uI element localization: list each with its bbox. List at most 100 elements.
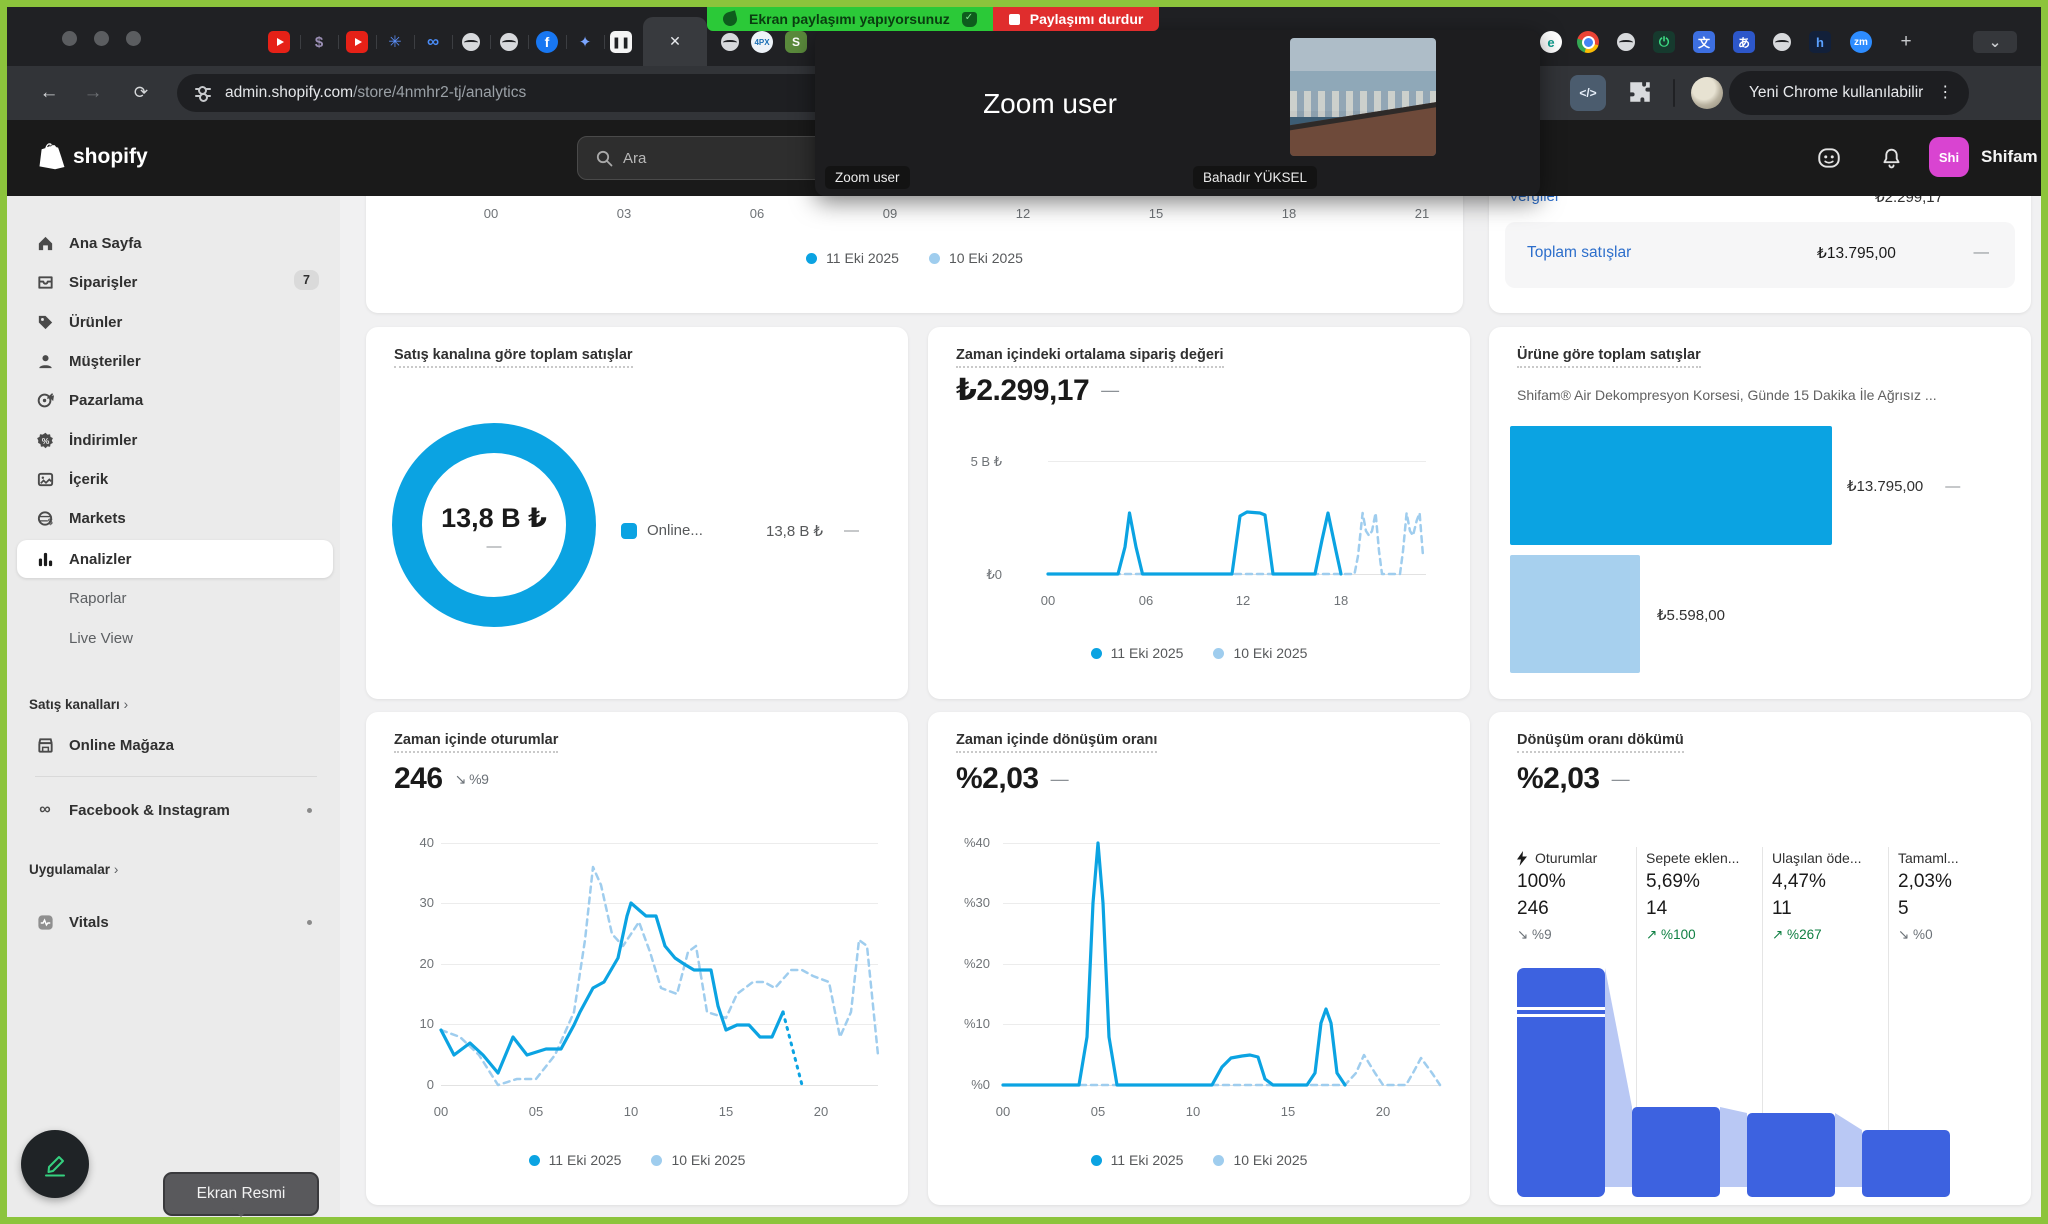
- forward-button[interactable]: →: [79, 79, 107, 107]
- sidebar-item-reports[interactable]: Raporlar: [69, 590, 127, 607]
- y-tick: %20: [948, 956, 990, 971]
- sessions-value: 246: [394, 762, 443, 796]
- self-name-label: Zoom user: [825, 166, 910, 189]
- x-tick: 10: [1186, 1104, 1200, 1119]
- aov-metric: ₺2.299,17 —: [956, 373, 1119, 408]
- tab-globe-icon[interactable]: [1771, 31, 1793, 53]
- notifications-bell-icon[interactable]: [1877, 144, 1905, 172]
- sidebar-item-products[interactable]: Ürünler: [17, 303, 333, 341]
- extensions-puzzle-icon[interactable]: [1627, 79, 1653, 110]
- product-bar-current[interactable]: [1510, 426, 1832, 545]
- window-minimize-button[interactable]: [94, 31, 109, 46]
- new-tab-button[interactable]: +: [1895, 31, 1917, 53]
- meta-icon: ∞: [35, 800, 55, 820]
- account-menu[interactable]: Shi Shifam: [1929, 137, 2038, 177]
- tab-translate-icon[interactable]: 文: [1693, 31, 1715, 53]
- sidebar-item-discounts[interactable]: % İndirimler: [17, 421, 333, 459]
- participant-video-thumbnail[interactable]: [1290, 38, 1436, 156]
- sidebar-item-orders[interactable]: Siparişler 7: [17, 263, 333, 301]
- funnel-value: %2,03: [1517, 762, 1600, 796]
- browser-menu-icon[interactable]: ⋮: [1937, 85, 1953, 101]
- stop-sharing-button[interactable]: Paylaşımı durdur: [993, 7, 1160, 31]
- stage-count: 14: [1646, 898, 1764, 920]
- sales-by-product-card: Ürüne göre toplam satışlar Shifam® Air D…: [1489, 327, 2031, 699]
- tab-chrome-icon[interactable]: [1577, 31, 1599, 53]
- devtools-extension-icon[interactable]: </>: [1570, 75, 1606, 111]
- sidebar-item-marketing[interactable]: Pazarlama: [17, 381, 333, 419]
- sidebar-item-facebook-instagram[interactable]: ∞ Facebook & Instagram: [17, 791, 333, 829]
- stage-count: 5: [1898, 898, 2016, 920]
- site-settings-icon[interactable]: [195, 87, 211, 99]
- sidebar-item-analytics[interactable]: Analizler: [17, 540, 333, 578]
- shield-check-icon: [962, 12, 977, 27]
- sidebar-item-content[interactable]: İçerik: [17, 460, 333, 498]
- sidebar-item-online-store[interactable]: Online Mağaza: [17, 726, 333, 764]
- sidebar-item-markets[interactable]: $ Markets: [17, 499, 333, 537]
- total-sales-link[interactable]: Toplam satışlar: [1527, 244, 1631, 262]
- pinned-tab-4px-icon[interactable]: 4PX: [751, 31, 773, 53]
- y-tick: %40: [948, 835, 990, 850]
- conversion-value: %2,03: [956, 762, 1039, 796]
- pinned-tab-facebook-icon[interactable]: f: [536, 31, 558, 53]
- x-tick: 00: [996, 1104, 1010, 1119]
- aov-trend-dash: —: [1101, 380, 1119, 401]
- stage-pct: 5,69%: [1646, 871, 1764, 893]
- tab-translate-icon[interactable]: あ: [1733, 31, 1755, 53]
- product-bar-previous[interactable]: [1510, 555, 1640, 673]
- tab-h-logo-icon[interactable]: h: [1809, 31, 1831, 53]
- sales-channels-heading[interactable]: Satış kanalları ›: [29, 697, 128, 712]
- total-sales-value: ₺13.795,00: [1817, 244, 1896, 263]
- tab-e-icon[interactable]: e: [1540, 31, 1562, 53]
- pinned-tab-youtube-icon[interactable]: [268, 31, 290, 53]
- chrome-update-button[interactable]: Yeni Chrome kullanılabilir ⋮: [1729, 71, 1969, 115]
- funnel-metric: %2,03 —: [1517, 762, 1629, 796]
- tab-power-icon[interactable]: ⏻: [1653, 31, 1675, 53]
- tab-close-icon[interactable]: ✕: [669, 33, 681, 50]
- sidebar-item-live-view[interactable]: Live View: [69, 630, 133, 647]
- sidebar-item-vitals[interactable]: Vitals: [17, 903, 333, 941]
- pinned-tab-dollar-icon[interactable]: $: [308, 31, 330, 53]
- pinned-tab-pause-icon[interactable]: ❚❚: [610, 31, 632, 53]
- shopify-wordmark: shopify: [73, 145, 148, 169]
- pinned-tab-globe-icon[interactable]: [719, 31, 741, 53]
- window-close-button[interactable]: [62, 31, 77, 46]
- sidebar-item-home[interactable]: Ana Sayfa: [17, 224, 333, 262]
- sidekick-assistant-icon[interactable]: [1815, 144, 1843, 172]
- active-tab[interactable]: ✕: [643, 17, 707, 66]
- media-icon: [35, 469, 55, 489]
- pinned-tab-meta-icon[interactable]: ∞: [422, 31, 444, 53]
- back-button[interactable]: ←: [35, 79, 63, 107]
- zoom-participant-panel[interactable]: Zoom user Zoom user Bahadır YÜKSEL: [815, 30, 1540, 196]
- tab-zoom-icon[interactable]: zm: [1850, 31, 1872, 53]
- zoom-user-title: Zoom user: [815, 88, 1285, 120]
- screen: $ ✳ ∞ f ✦ ❚❚ ✕ 4PX S e ⏻ 文 あ h zm + ⌄: [0, 0, 2048, 1224]
- profile-avatar[interactable]: [1691, 77, 1723, 109]
- participant-name-label: Bahadır YÜKSEL: [1193, 166, 1317, 189]
- channel-legend-label[interactable]: Online...: [647, 522, 703, 539]
- pinned-tab-gemini-icon[interactable]: ✦: [574, 31, 596, 53]
- annotate-fab-button[interactable]: [21, 1130, 89, 1198]
- pinned-tab-globe-icon[interactable]: [498, 31, 520, 53]
- pinned-tab-youtube-icon[interactable]: [346, 31, 368, 53]
- app-status-dot: [307, 920, 312, 925]
- pinned-tab-asterisk-icon[interactable]: ✳: [384, 31, 406, 53]
- x-tick: 18: [1334, 593, 1348, 608]
- pinned-tab-shopify-bag-icon[interactable]: S: [785, 31, 807, 53]
- tab-globe-icon[interactable]: [1615, 31, 1637, 53]
- orders-count-badge: 7: [294, 270, 319, 290]
- shopify-logo[interactable]: shopify: [39, 142, 148, 171]
- y-label-top: 5 B ₺: [960, 454, 1002, 470]
- donut-center-dash: —: [388, 538, 600, 555]
- sidebar-item-customers[interactable]: Müşteriler: [17, 342, 333, 380]
- sales-by-channel-card: Satış kanalına göre toplam satışlar 13,8…: [366, 327, 908, 699]
- total-sales-row[interactable]: Toplam satışlar ₺13.795,00 —: [1505, 222, 2015, 288]
- window-zoom-button[interactable]: [126, 31, 141, 46]
- screenshot-tooltip: Ekran Resmi: [163, 1172, 319, 1216]
- reload-button[interactable]: ⟳: [127, 79, 155, 107]
- donut-center-value: 13,8 B ₺: [388, 503, 600, 534]
- y-tick: 10: [392, 1016, 434, 1031]
- pinned-tab-globe-icon[interactable]: [460, 31, 482, 53]
- tab-search-button[interactable]: ⌄: [1973, 31, 2017, 53]
- apps-heading[interactable]: Uygulamalar ›: [29, 862, 118, 877]
- chart-legend: 11 Eki 2025 10 Eki 2025: [928, 645, 1470, 661]
